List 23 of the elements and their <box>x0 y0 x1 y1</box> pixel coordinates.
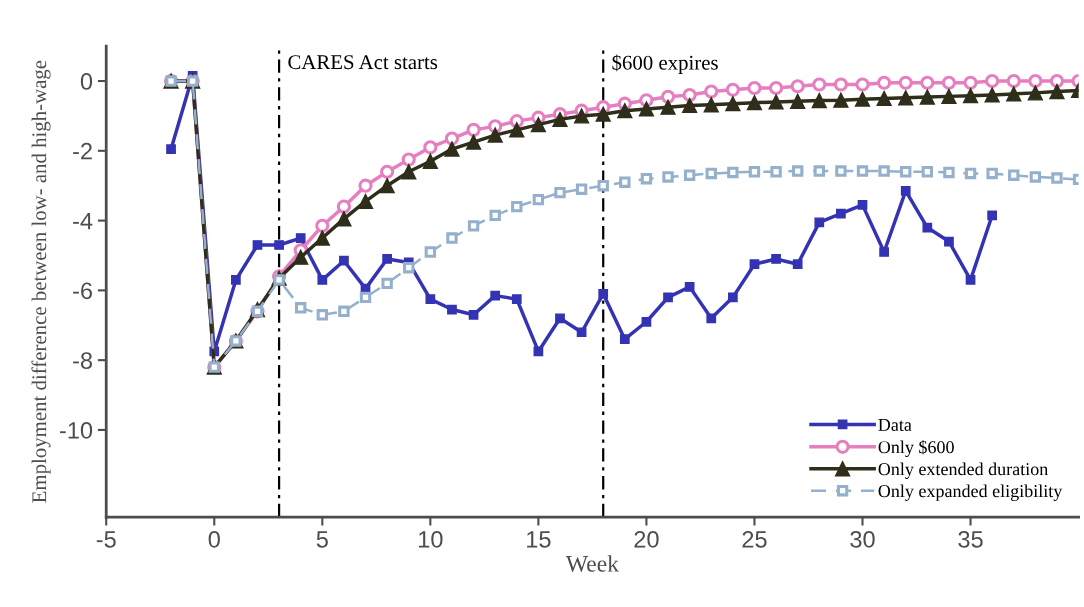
y-tick-label: -4 <box>73 212 93 230</box>
y-tick-label: -8 <box>73 352 93 369</box>
legend-label: Only extended duration <box>878 462 1048 479</box>
y-tick-label: -6 <box>73 282 92 300</box>
x-tick-label: 0 <box>208 530 220 548</box>
x-tick-label: -5 <box>96 531 116 548</box>
legend-label: Only expanded eligibility <box>878 484 1063 501</box>
y-tick-label: -2 <box>73 142 92 160</box>
x-tick-label: 25 <box>742 530 767 548</box>
ref-line-label: $600 expires <box>612 54 718 74</box>
x-tick-label: 30 <box>850 530 875 548</box>
x-axis-title: Week <box>565 555 619 572</box>
y-tick-label: -10 <box>59 422 93 439</box>
x-tick-label: 15 <box>527 531 551 548</box>
x-tick-label: 35 <box>958 530 983 548</box>
y-axis-title: Employment difference between low- and high-wage <box>31 60 51 503</box>
x-tick-label: 20 <box>634 530 659 548</box>
y-tick-label: 0 <box>80 73 93 90</box>
legend-label: Only $600 <box>878 440 954 458</box>
x-tick-label: 5 <box>316 531 328 548</box>
x-tick-label: 10 <box>419 530 443 548</box>
ref-line-label: CARES Act starts <box>288 55 438 70</box>
legend-label: Data <box>878 418 912 431</box>
